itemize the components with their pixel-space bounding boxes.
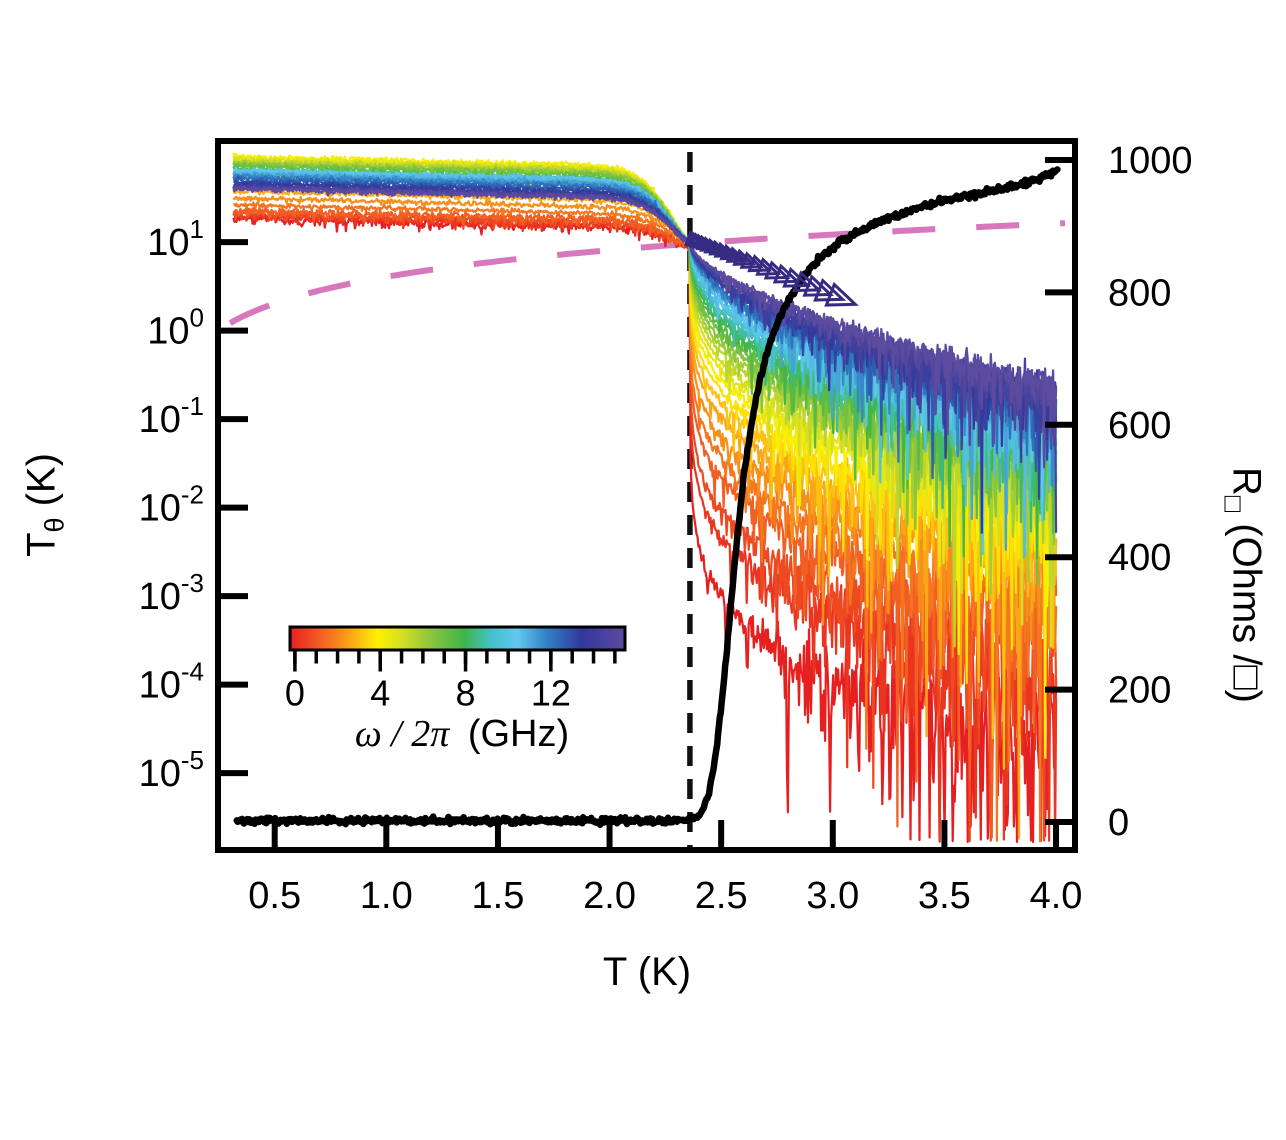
- y-right-tick-label: 800: [1108, 272, 1171, 314]
- resistance-curve: [233, 166, 1061, 829]
- colorbar-tick-label: 12: [531, 673, 571, 714]
- colorbar-symbol: ω / 2π: [354, 713, 450, 755]
- y-left-tick-label: 10-3: [139, 568, 204, 618]
- y-left-subscript: θ: [39, 517, 70, 533]
- y-right-tick-label: 600: [1108, 405, 1171, 447]
- y-left-axis-title: Tθ (K): [19, 453, 70, 557]
- y-right-tick-label: 0: [1108, 802, 1129, 844]
- colorbar-tick-label: 8: [456, 673, 476, 714]
- y-left-tick-label: 10-1: [139, 391, 204, 441]
- x-tick-label: 0.5: [248, 875, 301, 917]
- y-right-symbol: R: [1224, 467, 1269, 496]
- y-left-symbol: T: [19, 532, 64, 557]
- x-tick-label: 1.5: [472, 875, 525, 917]
- y-right-unit: (Ohms /□): [1224, 523, 1269, 703]
- x-tick-label: 2.0: [583, 875, 636, 917]
- x-tick-label: 3.5: [918, 875, 971, 917]
- axes: 0.5 1.0 1.5 2.0 2.5 3.0 3.5 4.0 101 100 10-1 10-2 10…: [139, 138, 1193, 917]
- y-left-tick-label: 10-2: [139, 480, 204, 530]
- colorbar-gradient: [288, 625, 627, 652]
- y-left-tick-label: 10-4: [139, 657, 204, 707]
- colorbar: 0 4 8 12: [285, 625, 627, 714]
- triangle-markers: [683, 230, 859, 307]
- y-left-tick-label: 101: [147, 214, 204, 264]
- colorbar-unit: (GHz): [467, 713, 570, 755]
- y-right-subscript: □: [1218, 495, 1249, 513]
- colorbar-tick-label: 0: [285, 673, 305, 714]
- y-right-axis-title: R□ (Ohms /□): [1219, 467, 1269, 703]
- y-right-tick-label: 400: [1108, 537, 1171, 579]
- x-axis-title: T (K): [602, 950, 692, 994]
- y-right-tick-label: 1000: [1108, 140, 1193, 182]
- x-tick-label: 4.0: [1030, 875, 1083, 917]
- y-left-tick-label: 100: [147, 303, 204, 353]
- x-tick-label: 2.5: [695, 875, 748, 917]
- y-left-unit: (K): [19, 453, 64, 507]
- colorbar-tick-label: 4: [370, 673, 390, 714]
- x-tick-label: 1.0: [360, 875, 413, 917]
- pink-dashed-reference: [228, 220, 1066, 326]
- rainbow-curves: [232, 152, 1058, 844]
- y-left-tick-label: 10-5: [139, 745, 204, 795]
- x-tick-label: 3.0: [806, 875, 859, 917]
- colorbar-title: ω / 2π (GHz): [355, 712, 569, 756]
- y-right-tick-label: 200: [1108, 670, 1171, 712]
